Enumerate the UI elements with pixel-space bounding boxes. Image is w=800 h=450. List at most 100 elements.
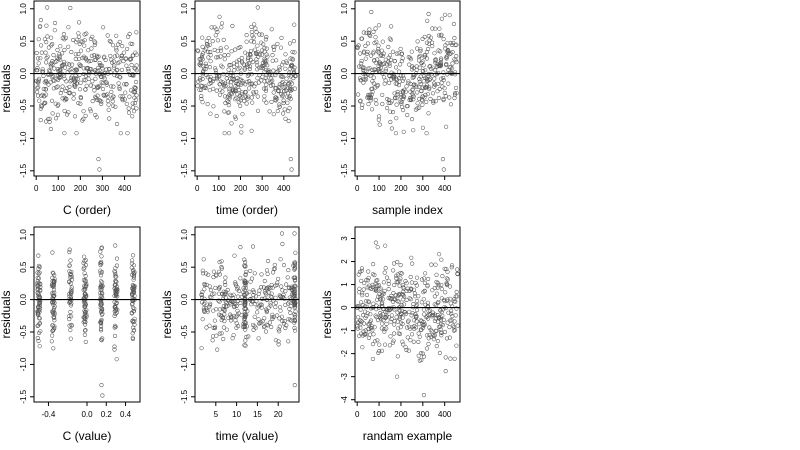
residual-point xyxy=(243,95,249,100)
residual-point xyxy=(449,308,454,313)
residual-point xyxy=(448,318,453,323)
residual-point xyxy=(411,318,416,323)
residual-point xyxy=(74,81,79,86)
residual-point xyxy=(445,297,450,302)
residual-point xyxy=(251,289,256,295)
residual-point xyxy=(432,76,437,81)
residual-point xyxy=(112,305,117,310)
residual-point xyxy=(44,119,49,124)
residual-point xyxy=(371,51,376,56)
residual-point xyxy=(88,36,93,42)
residual-point xyxy=(441,75,446,81)
residual-point xyxy=(39,93,44,98)
residual-point xyxy=(278,45,284,50)
residual-point xyxy=(218,79,224,84)
residual-point xyxy=(101,74,106,79)
residual-point xyxy=(406,348,411,353)
residual-point xyxy=(228,292,233,297)
residual-point xyxy=(434,279,439,284)
residual-point xyxy=(371,301,376,306)
points-group xyxy=(35,243,137,398)
residual-point xyxy=(69,289,74,294)
points-group xyxy=(355,9,459,172)
residual-point xyxy=(60,63,65,68)
residual-panel-3: 0 100 200 300 400-1.5-1.0-0.50.00.51.0sample… xyxy=(320,0,461,217)
y-tick-label: -1 xyxy=(340,327,349,335)
residual-point xyxy=(50,300,55,305)
residual-point xyxy=(391,268,396,273)
residual-point xyxy=(388,57,394,62)
residual-point xyxy=(433,68,438,73)
residual-point xyxy=(39,104,44,109)
residual-point xyxy=(425,92,430,97)
residual-point xyxy=(364,51,369,56)
residual-point xyxy=(36,80,41,85)
residual-point xyxy=(55,67,60,72)
residual-point xyxy=(378,65,383,70)
residual-point xyxy=(126,67,131,72)
residual-point xyxy=(97,68,102,73)
residual-point xyxy=(68,271,73,276)
residual-point xyxy=(409,49,414,54)
residual-point xyxy=(441,98,446,103)
residual-point xyxy=(243,50,248,55)
residual-point xyxy=(394,65,399,70)
residual-point xyxy=(203,61,208,66)
residual-point xyxy=(449,265,454,270)
residual-point xyxy=(435,81,440,86)
residual-point xyxy=(436,33,442,38)
residual-point xyxy=(408,274,413,280)
residual-point xyxy=(368,98,373,103)
residual-point xyxy=(364,292,370,298)
residual-point xyxy=(234,325,239,330)
residual-point xyxy=(427,325,432,330)
residual-point xyxy=(269,324,274,330)
residual-point xyxy=(386,295,391,301)
residual-point xyxy=(208,301,213,306)
residual-point xyxy=(52,290,57,295)
residual-point xyxy=(263,88,269,93)
residual-point xyxy=(217,74,222,79)
residual-point xyxy=(89,53,94,58)
residual-point xyxy=(454,343,459,348)
residual-point xyxy=(232,253,237,258)
residual-point xyxy=(42,80,47,85)
residual-point xyxy=(130,298,135,303)
residual-point xyxy=(224,327,229,332)
residual-point xyxy=(47,116,52,121)
residual-point xyxy=(249,128,254,133)
residual-point xyxy=(133,79,139,85)
residual-point xyxy=(241,286,246,291)
residual-point xyxy=(80,56,85,61)
residual-point xyxy=(398,62,403,67)
residual-point xyxy=(450,61,455,66)
residual-point xyxy=(368,332,373,337)
residual-point xyxy=(448,356,453,361)
points-group xyxy=(355,240,460,398)
x-axis-label: sample index xyxy=(372,203,443,217)
residual-point xyxy=(251,293,256,298)
residual-point xyxy=(392,74,397,79)
residual-point xyxy=(132,85,137,90)
residual-point xyxy=(288,88,293,93)
residual-point xyxy=(243,321,248,326)
residual-point xyxy=(232,68,237,73)
residual-point xyxy=(223,275,228,280)
residual-point xyxy=(221,304,226,309)
residual-point xyxy=(275,109,280,114)
residual-point xyxy=(288,317,293,322)
residual-point xyxy=(355,326,360,331)
residual-point xyxy=(68,258,73,263)
residual-point xyxy=(254,89,259,94)
plot-frame xyxy=(194,226,300,403)
residual-point xyxy=(201,69,206,74)
residual-point xyxy=(390,74,395,79)
residual-point xyxy=(45,5,50,10)
residual-point xyxy=(358,51,363,56)
residual-point xyxy=(81,54,86,59)
residual-point xyxy=(409,280,414,285)
residual-point xyxy=(202,85,207,90)
residual-point xyxy=(219,265,224,270)
residual-point xyxy=(424,346,429,351)
residual-point xyxy=(435,280,440,286)
